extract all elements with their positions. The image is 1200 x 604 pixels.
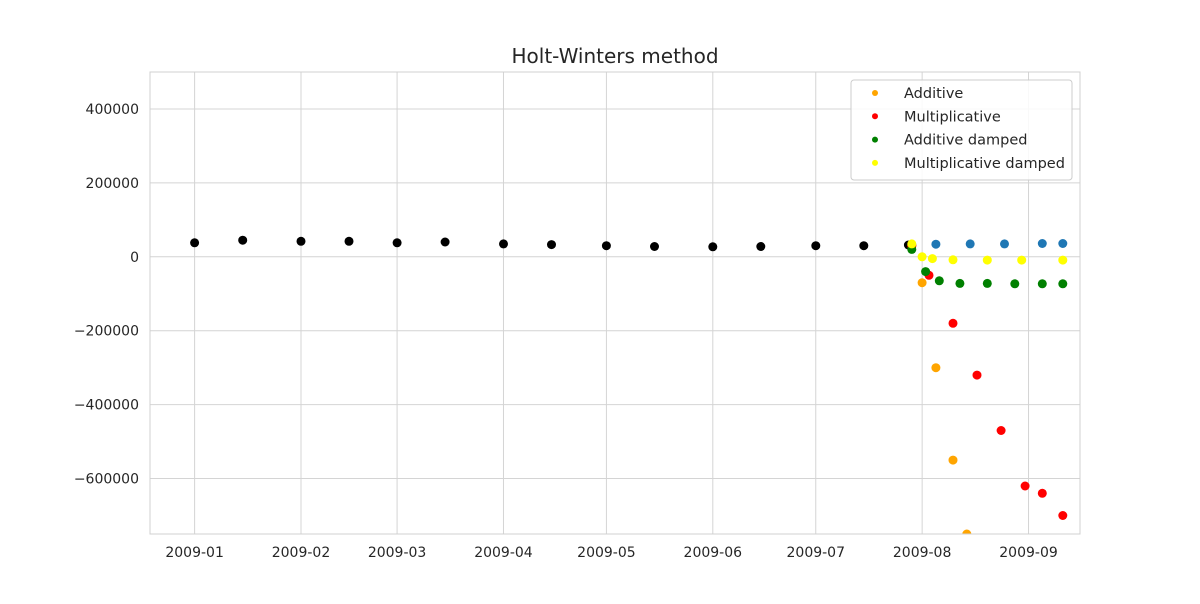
y-tick-label: −400000 [74,398,139,414]
legend-marker [872,113,878,120]
y-tick-label: 400000 [86,102,139,118]
data-point [948,255,958,265]
series-additive-damped [907,244,1068,289]
series-multiplicative-damped [907,239,1068,265]
data-point [1037,239,1047,248]
legend-label: Additive damped [904,133,1027,149]
data-point [907,239,917,249]
data-point [440,237,450,247]
data-point [955,278,965,288]
data-point [948,455,958,465]
data-point [601,241,611,251]
data-point [392,238,402,248]
data-point [190,238,200,248]
data-point [811,241,821,251]
data-point [962,529,972,534]
y-tick-label: −600000 [74,472,139,488]
data-point [948,318,958,328]
y-tick-label: −200000 [74,324,139,340]
data-point [650,242,659,251]
legend-box [850,79,1073,181]
data-point [927,254,937,264]
data-point [1037,488,1047,498]
x-tick-label: 2009-01 [165,545,224,561]
data-point [238,235,248,245]
legend-marker [872,159,878,166]
x-tick-label: 2009-04 [474,545,533,561]
data-point [1058,279,1068,289]
data-point [931,239,941,249]
data-point [344,236,354,246]
tick-layer: 2009-01 2009-02 2009-03 2009-04 2009-05 2009-… [74,102,1058,561]
series-unnamed [190,235,913,252]
data-point [921,267,931,277]
legend: Additive Multiplicative Additive damped Mul… [850,79,1073,181]
data-point [1017,255,1027,265]
data-point [1058,511,1068,520]
data-point [756,242,766,251]
data-point [499,239,508,249]
x-tick-label: 2009-02 [272,545,331,561]
legend-marker [872,90,878,96]
data-point [859,241,869,251]
data-point [1020,481,1030,491]
data-point [965,239,975,249]
series-layer [190,235,1068,534]
plot-frame [149,71,1081,535]
data-point [931,363,941,373]
data-point [917,252,927,262]
y-tick-label: 0 [130,250,139,266]
data-point [708,242,718,252]
data-point [982,278,992,288]
x-tick-label: 2009-05 [577,545,636,561]
x-tick-label: 2009-07 [787,545,846,561]
data-point [1058,255,1068,265]
data-point [296,236,306,246]
x-tick-label: 2009-06 [684,545,743,561]
data-point [547,240,556,250]
x-tick-label: 2009-09 [999,545,1058,561]
data-point [1037,279,1047,289]
legend-label: Multiplicative damped [904,156,1065,172]
x-tick-label: 2009-03 [368,545,427,561]
data-point [982,255,992,265]
data-point [917,278,927,288]
legend-marker [872,136,878,143]
data-point [1010,279,1020,289]
chart-title: Holt-Winters method [511,44,718,68]
legend-label: Additive [904,86,963,102]
data-point [996,426,1006,435]
data-point [972,370,982,380]
y-tick-label: 200000 [86,176,139,192]
data-point [934,276,944,286]
data-point [1000,239,1009,249]
grid-layer [150,72,1080,534]
legend-label: Multiplicative [904,109,1001,125]
data-point [1058,239,1068,248]
x-tick-label: 2009-08 [893,545,952,561]
